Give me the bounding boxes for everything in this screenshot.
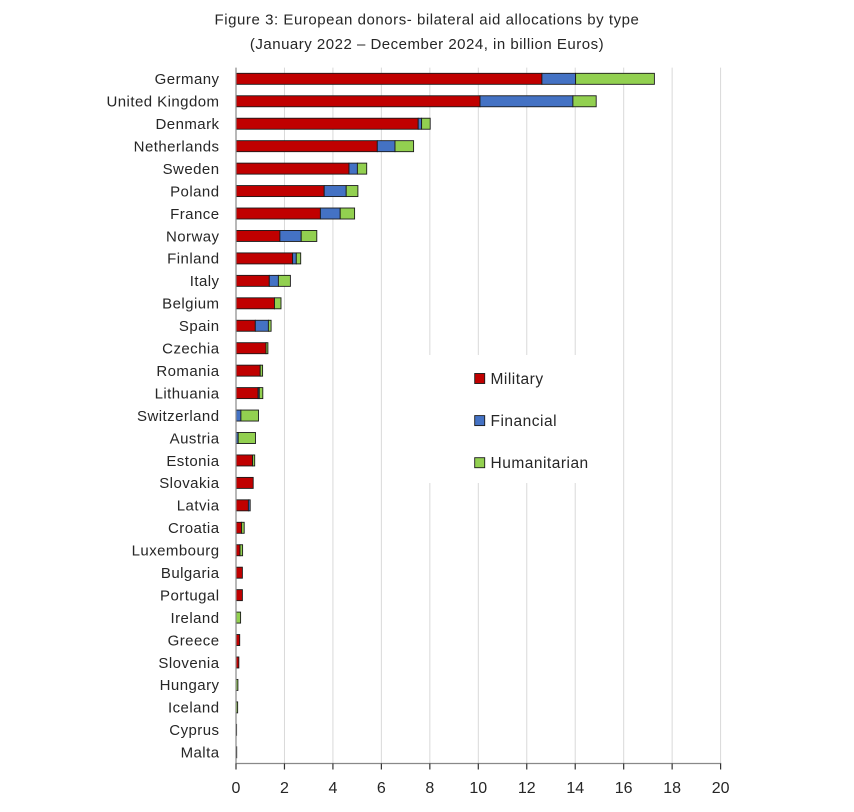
svg-text:Norway: Norway	[166, 228, 220, 245]
svg-text:Spain: Spain	[179, 318, 220, 335]
svg-text:Finland: Finland	[167, 251, 219, 268]
svg-text:Slovenia: Slovenia	[158, 655, 219, 672]
svg-text:France: France	[170, 206, 219, 223]
svg-text:Malta: Malta	[181, 745, 220, 762]
svg-text:2: 2	[280, 780, 289, 797]
svg-text:Estonia: Estonia	[166, 453, 219, 470]
svg-text:Poland: Poland	[170, 183, 219, 200]
svg-text:Latvia: Latvia	[177, 498, 220, 515]
svg-text:Denmark: Denmark	[156, 116, 220, 133]
svg-text:Military: Military	[491, 371, 544, 388]
svg-text:United Kingdom: United Kingdom	[106, 94, 219, 111]
svg-text:Hungary: Hungary	[160, 677, 220, 694]
svg-text:Czechia: Czechia	[162, 341, 220, 358]
svg-text:Belgium: Belgium	[162, 296, 219, 313]
svg-text:16: 16	[615, 780, 633, 797]
svg-text:Bulgaria: Bulgaria	[161, 565, 220, 582]
svg-text:8: 8	[425, 780, 434, 797]
svg-text:Austria: Austria	[170, 430, 220, 447]
svg-text:Iceland: Iceland	[168, 700, 220, 717]
svg-text:Cyprus: Cyprus	[169, 722, 219, 739]
svg-text:Sweden: Sweden	[163, 161, 220, 178]
svg-text:Netherlands: Netherlands	[134, 138, 220, 155]
svg-text:Romania: Romania	[156, 363, 219, 380]
svg-text:12: 12	[518, 780, 536, 797]
svg-text:Slovakia: Slovakia	[159, 475, 220, 492]
svg-text:Figure 3: European donors- bil: Figure 3: European donors- bilateral aid…	[215, 12, 640, 29]
svg-text:(January 2022 – December 2024,: (January 2022 – December 2024, in billio…	[250, 36, 604, 53]
svg-text:Luxembourg: Luxembourg	[132, 543, 220, 560]
svg-text:Switzerland: Switzerland	[137, 408, 219, 425]
svg-text:6: 6	[377, 780, 386, 797]
svg-text:Ireland: Ireland	[170, 610, 219, 627]
svg-text:20: 20	[712, 780, 730, 797]
svg-text:14: 14	[566, 780, 584, 797]
svg-text:0: 0	[232, 780, 241, 797]
svg-text:Portugal: Portugal	[160, 587, 219, 604]
svg-text:Lithuania: Lithuania	[155, 385, 220, 402]
svg-text:Germany: Germany	[155, 71, 220, 88]
svg-text:Financial: Financial	[491, 413, 558, 430]
svg-text:Italy: Italy	[190, 273, 220, 290]
svg-text:10: 10	[469, 780, 487, 797]
svg-text:Greece: Greece	[168, 632, 220, 649]
svg-text:Humanitarian: Humanitarian	[491, 455, 589, 472]
svg-text:Croatia: Croatia	[168, 520, 220, 537]
svg-text:18: 18	[663, 780, 681, 797]
svg-text:4: 4	[328, 780, 337, 797]
